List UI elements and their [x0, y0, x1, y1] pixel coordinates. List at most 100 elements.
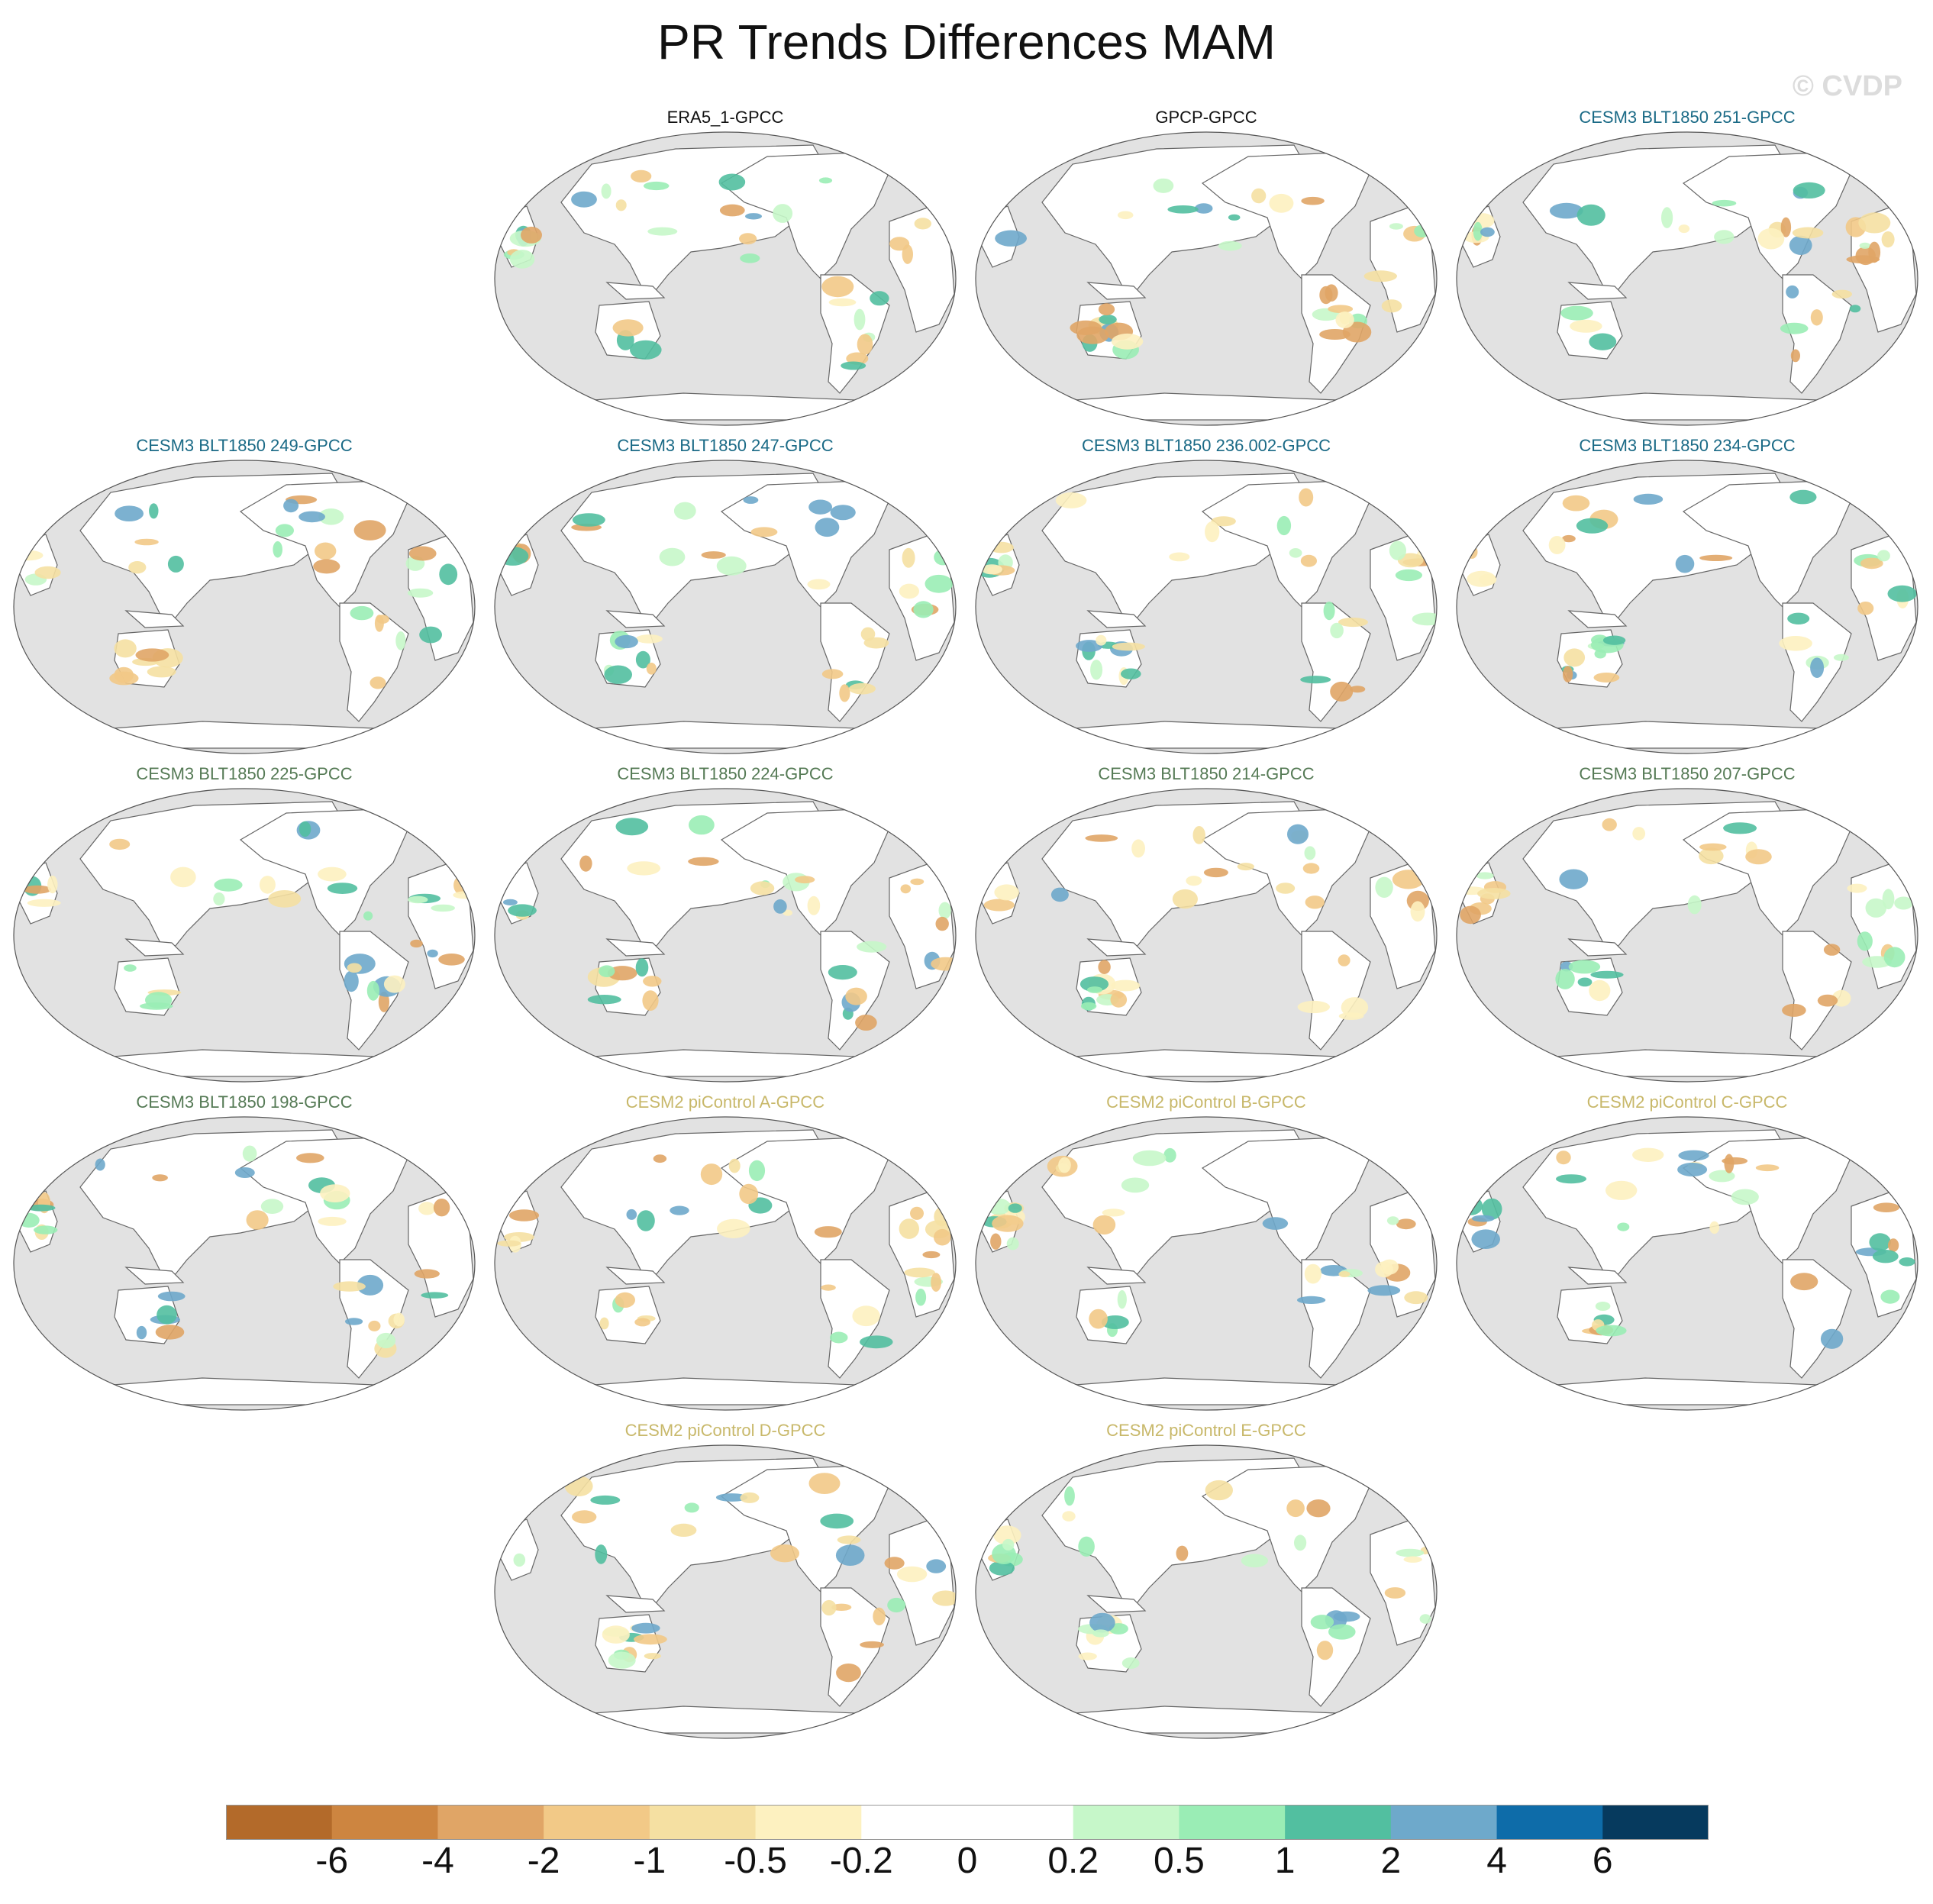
continent-south-america	[1301, 931, 1371, 1050]
colorbar-box	[1390, 1805, 1498, 1840]
trend-patch	[1589, 333, 1617, 350]
map-border	[13, 460, 476, 754]
trend-patch	[350, 605, 374, 621]
map-border	[1456, 1116, 1918, 1411]
trend-patch	[615, 199, 627, 211]
panel-title: CESM3 BLT1850 234-GPCC	[1579, 436, 1796, 455]
trend-patch	[938, 902, 951, 919]
trend-patch	[1857, 602, 1874, 615]
trend-patch	[1299, 488, 1314, 507]
trend-patch	[147, 666, 176, 678]
trend-patch	[601, 183, 612, 199]
trend-patch	[1632, 827, 1646, 841]
trend-patch	[1858, 212, 1891, 234]
trend-patch	[913, 601, 934, 618]
trend-patch	[1857, 931, 1873, 951]
trend-patch	[347, 963, 362, 973]
trend-patch	[1389, 223, 1403, 230]
trend-patch	[95, 1158, 105, 1171]
trend-patch	[497, 1240, 521, 1247]
trend-patch	[1300, 676, 1331, 684]
trend-patch	[320, 1184, 350, 1202]
trend-patch	[1395, 569, 1422, 582]
trend-patch	[427, 949, 438, 958]
trend-patch	[689, 815, 715, 835]
trend-patch	[242, 1145, 257, 1162]
trend-patch	[990, 1233, 1002, 1250]
trend-patch	[1590, 970, 1624, 979]
trend-patch	[808, 1473, 841, 1494]
trend-patch	[1833, 653, 1849, 661]
trend-patch	[1186, 876, 1202, 886]
trend-patch	[821, 1599, 837, 1616]
trend-patch	[128, 561, 147, 574]
trend-patch	[716, 556, 747, 576]
trend-patch	[635, 634, 663, 644]
trend-patch	[155, 1325, 185, 1340]
world-map	[494, 788, 957, 1083]
continent-indonesia	[605, 1267, 666, 1285]
trend-patch	[1810, 309, 1823, 326]
continent-indonesia	[605, 1595, 666, 1613]
trend-patch	[745, 213, 762, 220]
trend-patch	[899, 583, 919, 599]
trend-patch	[393, 1312, 405, 1327]
trend-patch	[1319, 329, 1351, 340]
trend-patch	[807, 579, 831, 590]
colorbar-box	[967, 1805, 1074, 1840]
continent-indonesia	[124, 610, 185, 628]
trend-patch	[795, 876, 815, 884]
trend-patch	[740, 253, 760, 263]
trend-patch	[1782, 1003, 1806, 1017]
panel-title: CESM3 BLT1850 249-GPCC	[136, 436, 353, 455]
trend-patch	[818, 177, 833, 184]
trend-patch	[1787, 612, 1810, 624]
trend-patch	[1296, 1296, 1326, 1304]
colorbar-box	[1073, 1805, 1179, 1840]
trend-patch	[419, 626, 442, 644]
trend-patch	[684, 1502, 699, 1513]
trend-patch	[1306, 1499, 1331, 1518]
map-border	[1456, 788, 1918, 1083]
trend-patch	[1789, 489, 1817, 505]
trend-patch	[1779, 636, 1812, 651]
map-panel: CESM3 BLT1850 249-GPCC	[8, 435, 481, 756]
trend-patch	[1058, 1157, 1071, 1173]
trend-patch	[1301, 196, 1325, 205]
trend-patch	[1731, 1189, 1759, 1205]
trend-patch	[615, 634, 638, 649]
trend-patch	[1375, 876, 1393, 898]
trend-patch	[1467, 570, 1496, 587]
colorbar-tick-label: 0.2	[1047, 1841, 1099, 1881]
trend-patch	[1205, 521, 1220, 543]
trend-patch	[1098, 303, 1115, 316]
trend-patch	[860, 627, 876, 641]
map-border	[13, 1116, 476, 1411]
world-map	[1456, 131, 1918, 426]
trend-patch	[1384, 1587, 1406, 1599]
trend-patch	[1117, 1289, 1127, 1309]
trend-patch	[34, 1225, 58, 1234]
trend-patch	[1556, 1174, 1586, 1184]
trend-patch	[989, 1560, 1015, 1576]
trend-patch	[1330, 681, 1354, 702]
trend-patch	[1153, 178, 1174, 193]
colorbar-tick-label: -1	[633, 1841, 666, 1881]
trend-patch	[773, 899, 787, 914]
trend-patch	[1092, 1629, 1109, 1638]
colorbar-box	[1179, 1805, 1286, 1840]
trend-patch	[1602, 818, 1617, 831]
trend-patch	[925, 574, 954, 593]
trend-patch	[1194, 203, 1213, 214]
trend-patch	[599, 1317, 609, 1330]
trend-patch	[1868, 241, 1881, 263]
trend-patch	[1786, 285, 1799, 299]
trend-patch	[1064, 1486, 1075, 1506]
trend-patch	[433, 1199, 450, 1217]
trend-patch	[1300, 554, 1317, 567]
trend-patch	[1078, 1652, 1097, 1660]
trend-patch	[992, 1215, 1024, 1232]
map-border	[13, 788, 476, 1083]
trend-patch	[1089, 1309, 1108, 1329]
trend-patch	[418, 1202, 436, 1215]
